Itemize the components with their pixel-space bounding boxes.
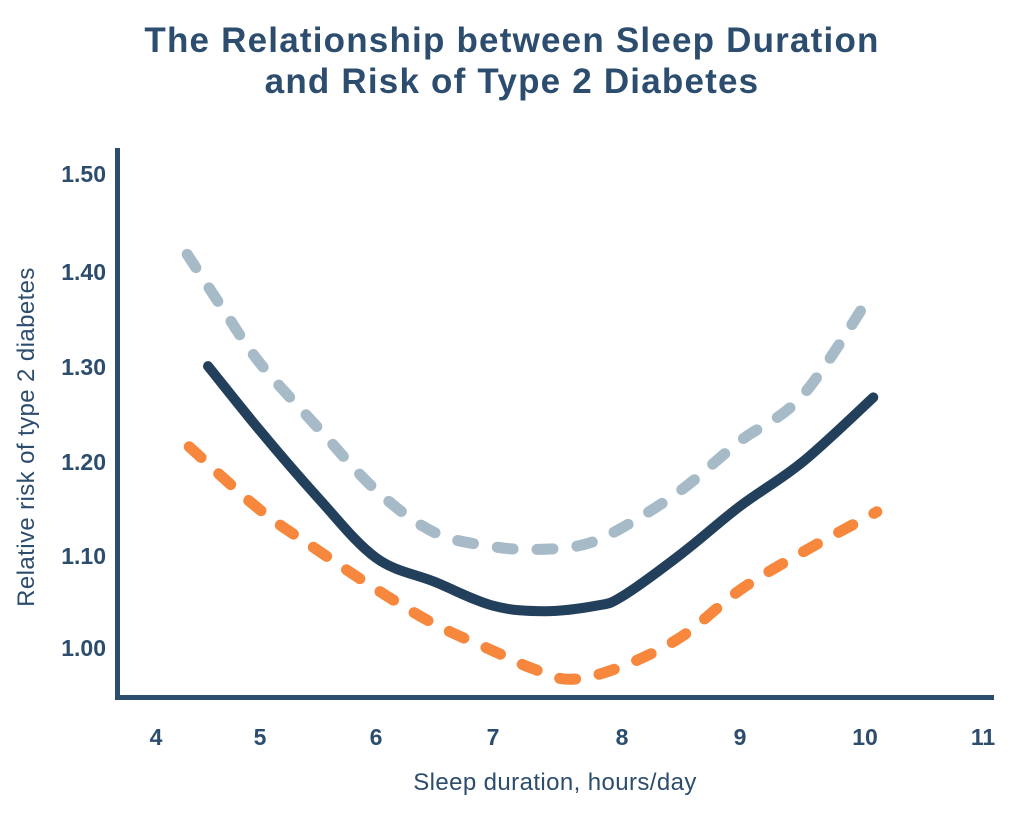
x-tick-label: 10	[852, 724, 878, 750]
y-tick-label: 1.10	[61, 543, 106, 569]
chart-title-line2: and Risk of Type 2 Diabetes	[264, 62, 760, 101]
curve-point-estimate	[203, 361, 879, 617]
y-tick-label: 1.50	[61, 161, 106, 187]
x-tick-label: 11	[970, 724, 996, 750]
chart-title-line1: The Relationship between Sleep Duration	[144, 21, 880, 60]
x-tick-label: 6	[369, 724, 383, 750]
curve-upper-band	[181, 248, 879, 555]
y-axis-title: Relative risk of type 2 diabetes	[13, 267, 40, 607]
y-tick-label: 1.30	[61, 354, 106, 380]
x-tick-label: 9	[733, 724, 747, 750]
x-tick-label: 5	[253, 724, 267, 750]
y-tick-label: 1.40	[61, 259, 106, 285]
curve-lower-band	[183, 441, 883, 685]
chart-title: The Relationship between Sleep Duration …	[0, 20, 1024, 102]
y-tick-label: 1.00	[61, 635, 106, 661]
x-tick-label: 8	[615, 724, 629, 750]
x-tick-label: 7	[486, 724, 500, 750]
x-axis-title: Sleep duration, hours/day	[413, 769, 697, 796]
x-tick-label: 4	[149, 724, 163, 750]
y-tick-label: 1.20	[61, 449, 106, 475]
